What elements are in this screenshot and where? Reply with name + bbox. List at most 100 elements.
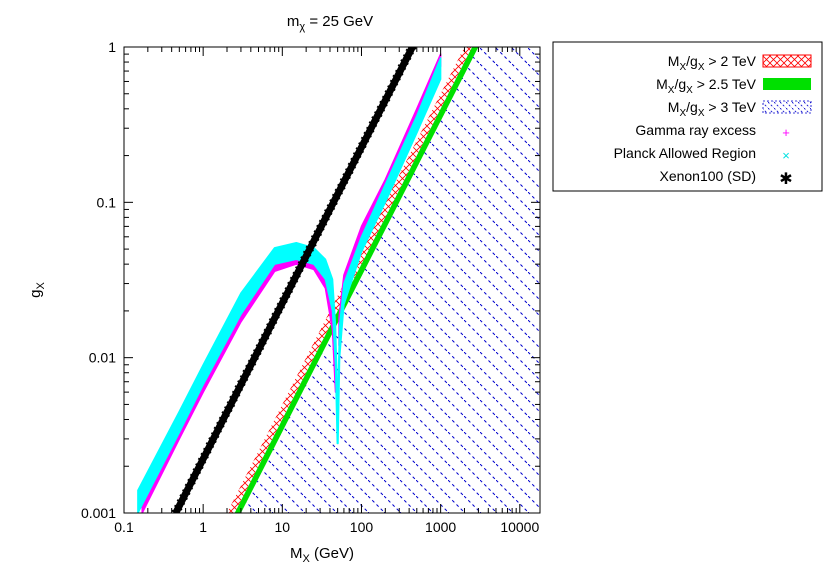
xenon-marker: ✱ — [328, 195, 338, 209]
xenon-marker: ✱ — [210, 428, 220, 442]
xenon-marker: ✱ — [173, 501, 183, 515]
x-axis-title: MX (GeV) — [290, 545, 354, 565]
plot-frame — [123, 46, 541, 514]
xenon-marker: ✱ — [397, 61, 407, 75]
xenon-marker: ✱ — [392, 71, 402, 85]
xenon-marker: ✱ — [247, 356, 257, 370]
xenon-marker: ✱ — [405, 45, 415, 59]
xenon-marker: ✱ — [286, 278, 296, 292]
xenon-marker: ✱ — [365, 123, 375, 137]
xenon-marker: ✱ — [257, 335, 267, 349]
legend-label-mx2: MX/gX > 2 TeV — [668, 53, 757, 73]
legend-marker-xenon: ✱ — [779, 171, 792, 188]
xenon-marker: ✱ — [371, 112, 381, 126]
xenon-marker: ✱ — [373, 107, 383, 121]
x-tick-label: 0.1 — [114, 519, 134, 535]
xenon-marker: ✱ — [263, 325, 273, 339]
xenon-marker: ✱ — [231, 387, 241, 401]
xenon-marker: ✱ — [381, 92, 391, 106]
y-tick-label: 0.1 — [97, 194, 117, 210]
xenon-marker: ✱ — [315, 221, 325, 235]
xenon-marker: ✱ — [378, 97, 388, 111]
xenon-marker: ✱ — [331, 190, 341, 204]
xenon-marker: ✱ — [339, 175, 349, 189]
xenon-marker: ✱ — [407, 40, 417, 54]
xenon-marker: ✱ — [281, 289, 291, 303]
xenon-marker: ✱ — [229, 392, 239, 406]
xenon-marker: ✱ — [363, 128, 373, 142]
xenon-marker: ✱ — [194, 459, 204, 473]
xenon-marker: ✱ — [234, 382, 244, 396]
xenon-marker: ✱ — [171, 506, 181, 520]
xenon-marker: ✱ — [336, 180, 346, 194]
x-tick-label: 10 — [275, 519, 291, 535]
region-mx3-overlay — [234, 47, 540, 513]
xenon-marker: ✱ — [289, 273, 299, 287]
legend-swatch-mx2 — [762, 54, 812, 68]
xenon-marker: ✱ — [352, 149, 362, 163]
xenon-marker: ✱ — [292, 268, 302, 282]
xenon-marker: ✱ — [318, 216, 328, 230]
xenon-marker: ✱ — [181, 485, 191, 499]
xenon-marker: ✱ — [347, 159, 357, 173]
xenon-marker: ✱ — [244, 361, 254, 375]
xenon-marker: ✱ — [294, 263, 304, 277]
xenon-marker: ✱ — [321, 211, 331, 225]
xenon-marker: ✱ — [189, 470, 199, 484]
xenon-line — [172, 47, 416, 513]
legend-swatch-mx25 — [763, 78, 811, 90]
xenon-marker: ✱ — [386, 81, 396, 95]
xenon-marker: ✱ — [279, 294, 289, 308]
xenon-marker: ✱ — [205, 439, 215, 453]
x-tick-label: 1000 — [425, 519, 456, 535]
xenon-marker: ✱ — [342, 169, 352, 183]
x-tick-label: 10000 — [500, 519, 539, 535]
xenon-marker: ✱ — [323, 206, 333, 220]
xenon-marker: ✱ — [192, 465, 202, 479]
xenon-marker: ✱ — [305, 242, 315, 256]
legend-label-planck: Planck Allowed Region — [614, 145, 756, 161]
xenon-marker: ✱ — [276, 299, 286, 313]
xenon-marker: ✱ — [221, 408, 231, 422]
xenon-marker: ✱ — [360, 133, 370, 147]
y-tick-label: 1 — [108, 39, 116, 55]
xenon-marker: ✱ — [399, 56, 409, 70]
xenon-marker: ✱ — [213, 423, 223, 437]
xenon-marker: ✱ — [394, 66, 404, 80]
xenon-marker: ✱ — [284, 283, 294, 297]
xenon-marker: ✱ — [250, 351, 260, 365]
xenon-marker: ✱ — [223, 402, 233, 416]
xenon-marker: ✱ — [300, 252, 310, 266]
xenon-marker: ✱ — [389, 76, 399, 90]
xenon-marker: ✱ — [207, 434, 217, 448]
xenon-marker: ✱ — [179, 490, 189, 504]
legend-marker-gamma: + — [782, 125, 790, 140]
y-ticks: 0.001 0.01 0.1 1 — [81, 39, 540, 521]
legend-label-gamma: Gamma ray excess — [635, 122, 756, 138]
xenon-marker: ✱ — [260, 330, 270, 344]
plot-area: ✱✱✱✱✱✱✱✱✱✱✱✱✱✱✱✱✱✱✱✱✱✱✱✱✱✱✱✱✱✱✱✱✱✱✱✱✱✱✱✱… — [137, 40, 540, 520]
xenon-marker: ✱ — [313, 226, 323, 240]
legend: MX/gX > 2 TeV MX/gX > 2.5 TeV MX/gX > 3 … — [552, 41, 823, 192]
xenon-marker: ✱ — [202, 444, 212, 458]
xenon-marker: ✱ — [297, 257, 307, 271]
y-tick-label: 0.001 — [81, 505, 116, 521]
legend-label-xenon: Xenon100 (SD) — [659, 168, 756, 184]
xenon-marker: ✱ — [350, 154, 360, 168]
legend-label-mx3: MX/gX > 3 TeV — [668, 99, 757, 119]
x-ticks: 0.1 1 10 100 1000 10000 — [114, 47, 539, 535]
y-axis-title: gX — [27, 282, 47, 298]
xenon-marker: ✱ — [357, 138, 367, 152]
xenon-marker: ✱ — [255, 340, 265, 354]
xenon-marker: ✱ — [376, 102, 386, 116]
xenon-marker: ✱ — [242, 366, 252, 380]
legend-label-mx25: MX/gX > 2.5 TeV — [656, 76, 757, 96]
band-mx25 — [234, 47, 479, 513]
xenon-marker: ✱ — [215, 418, 225, 432]
xenon-marker: ✱ — [239, 371, 249, 385]
xenon-marker: ✱ — [326, 201, 336, 215]
x-tick-label: 100 — [350, 519, 374, 535]
chart-title: mχ = 25 GeV — [287, 13, 373, 33]
xenon-marker: ✱ — [226, 397, 236, 411]
